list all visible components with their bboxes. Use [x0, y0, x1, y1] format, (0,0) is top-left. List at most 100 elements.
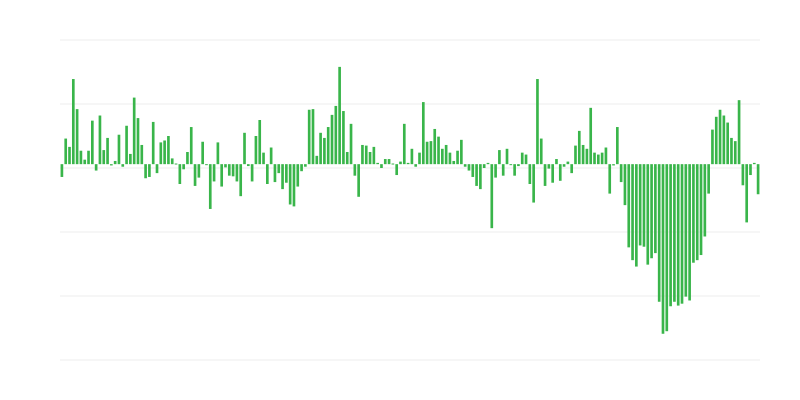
bar — [349, 123, 353, 165]
bar — [642, 164, 646, 247]
bar — [113, 160, 117, 165]
bar — [460, 139, 463, 165]
bar — [699, 164, 703, 256]
bar — [737, 100, 741, 165]
bar — [418, 152, 421, 165]
bar — [623, 164, 627, 206]
bar — [224, 164, 227, 168]
bar — [581, 144, 585, 165]
bar — [307, 109, 311, 165]
bar — [323, 137, 326, 165]
bar — [391, 163, 395, 165]
bar — [501, 164, 505, 176]
bar — [745, 164, 749, 223]
bar — [151, 121, 155, 165]
bar — [357, 164, 360, 197]
bar — [676, 164, 680, 306]
bar — [148, 164, 151, 177]
bar — [189, 127, 193, 165]
bar — [684, 164, 688, 297]
bar — [433, 128, 437, 165]
bar — [304, 164, 307, 167]
bar — [494, 164, 497, 178]
bar — [707, 164, 710, 194]
bar — [144, 164, 147, 179]
bar — [197, 164, 201, 178]
bar — [543, 164, 547, 186]
bar — [604, 147, 608, 165]
bar — [520, 152, 524, 165]
bar — [577, 130, 581, 165]
bar — [528, 164, 532, 184]
bar — [235, 164, 239, 182]
bar — [364, 145, 368, 165]
bar — [406, 162, 410, 165]
bar — [315, 155, 319, 165]
bar — [243, 132, 246, 165]
bar — [524, 154, 528, 165]
bar — [608, 164, 612, 194]
bar — [752, 162, 756, 165]
bar — [372, 146, 376, 165]
bar — [619, 164, 623, 183]
bar — [425, 141, 429, 165]
bar — [395, 164, 399, 176]
bar — [205, 164, 208, 166]
bar — [288, 164, 292, 205]
bars — [60, 66, 760, 334]
bar — [654, 164, 657, 254]
bar — [212, 164, 216, 182]
bar — [596, 154, 600, 165]
bar — [227, 164, 231, 176]
bar — [574, 145, 577, 165]
bar — [722, 115, 726, 165]
bar — [132, 97, 136, 165]
bar — [414, 164, 418, 167]
bar — [741, 164, 745, 186]
bar — [342, 111, 345, 165]
bar — [631, 164, 634, 261]
bar — [254, 136, 258, 165]
bar — [208, 164, 212, 209]
bar — [486, 162, 490, 165]
bar — [353, 164, 357, 176]
bar — [410, 148, 414, 165]
bar — [680, 164, 684, 304]
bar — [566, 161, 570, 165]
bar — [532, 164, 535, 203]
bar — [490, 164, 494, 229]
bar — [692, 164, 695, 263]
bar — [330, 114, 334, 165]
bar — [593, 152, 596, 165]
bar — [661, 164, 665, 334]
bar — [387, 159, 391, 165]
bar — [170, 158, 174, 165]
bar — [102, 150, 106, 165]
bar — [68, 146, 71, 165]
bar — [421, 102, 425, 165]
bar — [94, 164, 98, 171]
bar — [319, 132, 322, 165]
bar — [79, 150, 83, 165]
bar — [718, 109, 722, 165]
bar — [380, 164, 383, 168]
bar — [110, 164, 113, 166]
bar — [726, 122, 729, 165]
bar — [345, 152, 349, 165]
bar — [539, 138, 543, 165]
bar — [368, 152, 372, 165]
bar — [296, 164, 300, 187]
bar — [155, 164, 159, 174]
bar — [749, 164, 752, 176]
bar — [201, 141, 204, 165]
bar — [361, 144, 364, 165]
bar — [646, 164, 650, 265]
bar — [547, 164, 551, 169]
bar — [383, 159, 387, 165]
bar — [83, 159, 87, 165]
bar — [714, 116, 718, 165]
bar — [482, 164, 486, 168]
bar — [711, 129, 714, 165]
bar — [159, 142, 163, 165]
